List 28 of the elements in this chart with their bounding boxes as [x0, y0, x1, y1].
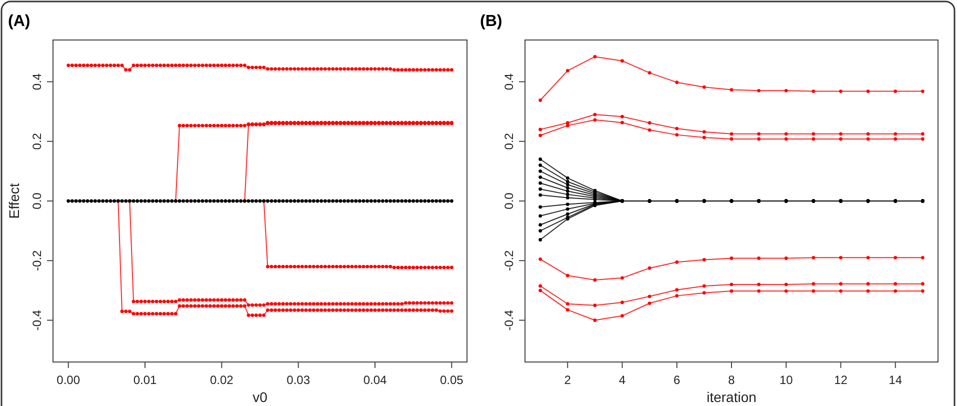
x-tick-label: 10: [779, 373, 794, 387]
x-tick-label: 0.05: [440, 373, 464, 387]
x-tick-label: 12: [834, 373, 848, 387]
y-tick-label: -0.2: [502, 250, 516, 271]
y-axis-title: Effect: [6, 183, 22, 219]
x-tick-label: 0.02: [210, 373, 234, 387]
x-tick-label: 8: [728, 373, 736, 387]
y-tick-label: 0.4: [30, 73, 44, 90]
chart-title: (A): [8, 13, 30, 30]
y-tick-label: 0.4: [502, 73, 516, 90]
x-tick-label: 4: [618, 373, 626, 387]
x-tick-label: 0.00: [56, 373, 80, 387]
x-tick-label: 6: [674, 373, 681, 387]
y-tick-label: -0.4: [502, 310, 516, 331]
x-tick-label: 0.04: [363, 373, 387, 387]
x-tick-label: 0.03: [286, 373, 310, 387]
x-axis-title: v0: [252, 389, 268, 405]
y-tick-label: 0.2: [502, 132, 516, 150]
x-tick-label: 2: [564, 373, 572, 387]
y-tick-label: 0.0: [30, 192, 44, 210]
y-tick-label: -0.2: [30, 250, 44, 271]
x-axis-title: iteration: [706, 389, 756, 405]
y-tick-label: 0.2: [30, 132, 44, 150]
x-tick-label: 0.01: [133, 373, 157, 387]
y-tick-label: 0.0: [502, 192, 516, 210]
y-tick-label: -0.4: [30, 310, 44, 331]
x-tick-label: 14: [888, 373, 902, 387]
chart-title: (B): [480, 13, 502, 30]
